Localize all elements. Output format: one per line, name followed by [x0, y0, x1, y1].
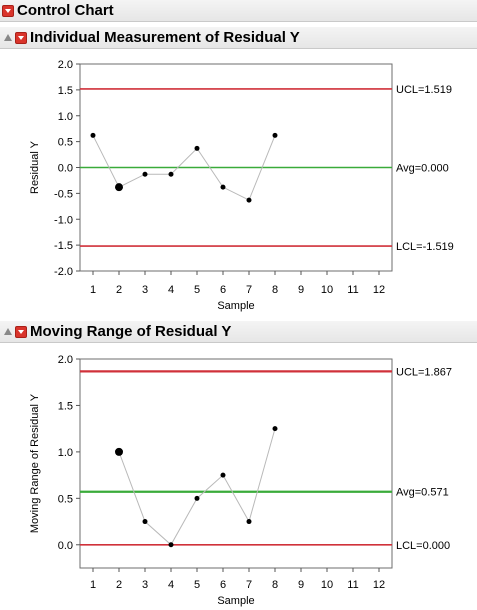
x-tick-label: 9 [298, 284, 304, 296]
y-tick-label: 0.5 [58, 137, 73, 149]
x-tick-label: 12 [373, 579, 385, 591]
control-chart-title: Control Chart [17, 2, 114, 19]
data-point [142, 519, 148, 525]
x-tick-label: 11 [347, 579, 358, 591]
y-tick-label: 1.5 [58, 85, 73, 97]
data-point [168, 542, 174, 548]
data-point [272, 426, 278, 432]
x-tick-label: 8 [272, 284, 278, 296]
y-tick-label: -1.0 [54, 214, 73, 226]
data-point [115, 447, 123, 456]
data-point [90, 132, 96, 138]
data-point [246, 519, 252, 525]
y-tick-label: -0.5 [54, 188, 73, 200]
x-tick-label: 2 [116, 284, 122, 296]
control-chart-menu-icon[interactable] [2, 4, 14, 17]
individual-measurement-chart: -2.0-1.5-1.0-0.50.00.51.01.52.01 2 3 4 5 6 7 8 9… [29, 59, 454, 312]
x-tick-label: 3 [142, 284, 148, 296]
moving-range-chart-header: Moving Range of Residual Y [0, 321, 477, 343]
data-point [194, 495, 200, 501]
y-axis-title: Moving Range of Residual Y [29, 393, 41, 533]
y-tick-label: -2.0 [54, 266, 73, 278]
x-tick-label: 7 [246, 284, 252, 296]
y-axis-title: Residual Y [29, 140, 41, 194]
data-point [246, 197, 252, 203]
y-tick-label: 0.0 [58, 540, 73, 552]
x-tick-label: 10 [321, 579, 333, 591]
x-tick-label: 4 [168, 284, 174, 296]
x-tick-label: 12 [373, 284, 385, 296]
x-tick-label: 5 [194, 284, 200, 296]
y-tick-label: 1.0 [58, 111, 73, 123]
y-tick-label: 1.0 [58, 447, 73, 459]
y-tick-label: 0.0 [58, 163, 73, 175]
data-point [220, 184, 226, 190]
x-tick-label: 1 [90, 579, 96, 591]
x-tick-label: 10 [321, 284, 333, 296]
x-tick-label: 6 [220, 284, 226, 296]
x-tick-label: 6 [220, 579, 226, 591]
lcl-label: LCL=0.000 [396, 540, 450, 552]
x-tick-label: 9 [298, 579, 304, 591]
plot-frame [79, 358, 393, 569]
avg-label: Avg=0.000 [396, 163, 449, 175]
ucl-label: UCL=1.867 [396, 366, 452, 378]
x-tick-label: 5 [194, 579, 200, 591]
disclosure-triangle-icon[interactable] [4, 34, 12, 41]
y-tick-label: 1.5 [58, 400, 73, 412]
y-tick-label: 0.5 [58, 493, 73, 505]
ucl-label: UCL=1.519 [396, 84, 452, 96]
y-tick-label: -1.5 [54, 240, 73, 252]
series-line [92, 135, 276, 201]
data-point [168, 171, 174, 177]
x-axis-title: Sample [217, 300, 254, 312]
individual-chart-header: Individual Measurement of Residual Y [0, 27, 477, 49]
x-tick-label: 8 [272, 579, 278, 591]
control-chart-header: Control Chart [0, 0, 477, 22]
data-point [115, 183, 123, 192]
disclosure-triangle-icon[interactable] [4, 328, 12, 335]
data-point [272, 132, 278, 138]
x-tick-label: 1 [90, 284, 96, 296]
moving-range-chart-menu-icon[interactable] [15, 325, 27, 338]
data-point [142, 171, 148, 177]
x-tick-label: 4 [168, 579, 174, 591]
data-point [220, 472, 226, 478]
x-tick-label: 11 [347, 284, 358, 296]
data-point [194, 145, 200, 151]
x-tick-label: 3 [142, 579, 148, 591]
moving-range-chart-title: Moving Range of Residual Y [30, 323, 232, 340]
lcl-label: LCL=-1.519 [396, 241, 454, 253]
avg-label: Avg=0.571 [396, 487, 449, 499]
individual-chart-title: Individual Measurement of Residual Y [30, 29, 300, 46]
x-tick-label: 2 [116, 579, 122, 591]
x-axis-title: Sample [217, 595, 254, 607]
y-tick-label: 2.0 [58, 354, 73, 366]
x-tick-label: 7 [246, 579, 252, 591]
moving-range-chart: 0.00.51.01.52.01 2 3 4 5 6 7 8 9 10 11 12SampleMovi… [29, 354, 452, 607]
y-tick-label: 2.0 [58, 59, 73, 71]
individual-chart-menu-icon[interactable] [15, 31, 27, 44]
